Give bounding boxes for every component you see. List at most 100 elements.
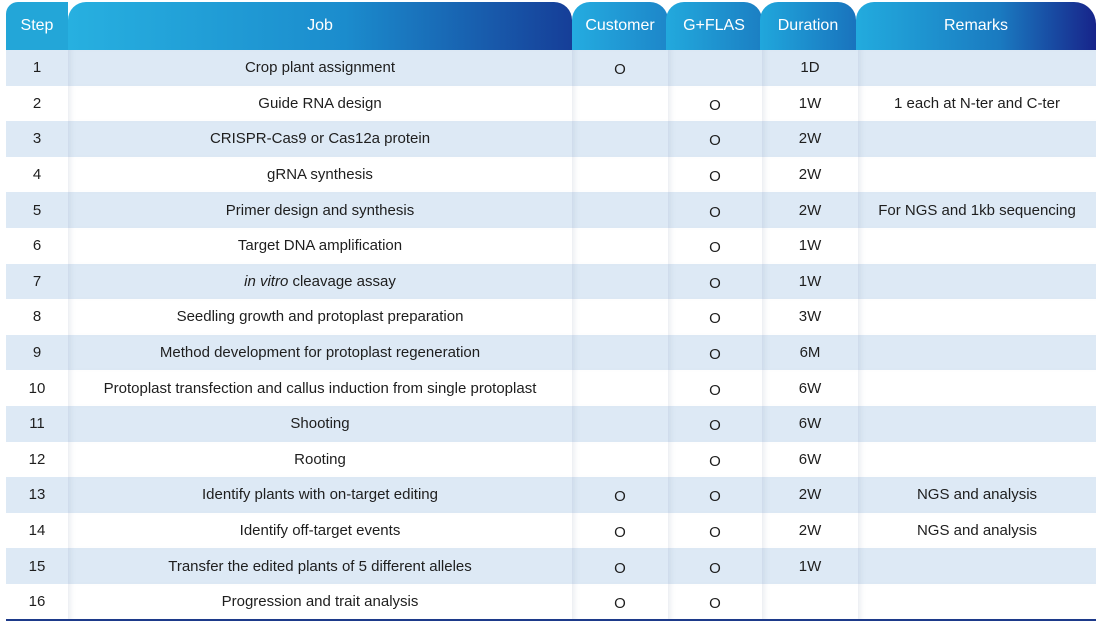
step-cell: 14 [28,522,46,540]
table-bottom-rule [6,619,1096,621]
remarks-cell: NGS and analysis [858,513,1096,549]
remarks-cell [858,548,1096,584]
duration-cell: 6W [762,442,858,478]
job-cell: Progression and trait analysis [68,584,572,620]
customer-cell [572,192,668,228]
table-row: 10 Protoplast transfection and callus ind… [6,370,1096,406]
customer-cell [572,442,668,478]
remarks-cell [858,157,1096,193]
table-row: 8 Seedling growth and protoplast preparat… [6,299,1096,335]
gflas-cell: O [668,513,762,549]
duration-cell: 1W [762,264,858,300]
customer-cell: O [572,584,668,620]
remarks-cell [858,442,1096,478]
workflow-table: Step Job Customer G+FLAS Duration Remark… [6,2,1096,620]
table-row: 16 Progression and trait analysis O O [6,583,1096,620]
job-cell: Rooting [68,442,572,478]
customer-cell [572,228,668,264]
header-customer: Customer [572,2,668,50]
table-row: 4 gRNA synthesis O 2W [6,156,1096,193]
step-cell: 12 [28,450,46,468]
customer-cell: O [572,50,668,86]
remarks-cell [858,228,1096,264]
table-header: Step Job Customer G+FLAS Duration Remark… [6,2,1096,50]
gflas-cell [668,50,762,86]
remarks-cell [858,50,1096,86]
duration-cell [762,584,858,620]
duration-cell: 2W [762,121,858,157]
table-row: 12 Rooting O 6W [6,441,1096,478]
job-cell: Identify off-target events [68,513,572,549]
gflas-cell: O [668,548,762,584]
table-row: 2 Guide RNA design O 1W 1 each at N-ter and … [6,85,1096,122]
remarks-cell [858,264,1096,300]
header-remarks: Remarks [856,2,1096,50]
duration-cell: 2W [762,192,858,228]
gflas-cell: O [668,584,762,620]
step-cell: 8 [32,308,42,326]
customer-cell: O [572,548,668,584]
step-cell: 5 [32,201,42,219]
step-cell: 1 [32,59,42,77]
header-gflas: G+FLAS [666,2,762,50]
customer-cell [572,86,668,122]
table-row: 9 Method development for protoplast regen… [6,334,1096,371]
step-cell: 7 [32,272,42,290]
job-cell: Guide RNA design [68,86,572,122]
customer-cell: O [572,513,668,549]
job-cell: Seedling growth and protoplast preparati… [68,299,572,335]
gflas-cell: O [668,121,762,157]
remarks-cell [858,370,1096,406]
customer-cell [572,406,668,442]
remarks-cell: For NGS and 1kb sequencing [858,192,1096,228]
header-duration: Duration [760,2,856,50]
job-cell: Protoplast transfection and callus induc… [68,370,572,406]
remarks-cell [858,335,1096,371]
gflas-cell: O [668,442,762,478]
customer-cell [572,264,668,300]
step-cell: 2 [32,94,42,112]
step-cell: 3 [32,130,42,148]
table-row: 11 Shooting O 6W [6,405,1096,442]
duration-cell: 2W [762,513,858,549]
job-cell: in vitro cleavage assay [68,264,572,300]
table-row: 13 Identify plants with on-target editing… [6,477,1096,513]
table-row: 3 CRISPR-Cas9 or Cas12a protein O 2W [6,121,1096,157]
job-cell: Transfer the edited plants of 5 differen… [68,548,572,584]
job-cell: gRNA synthesis [68,157,572,193]
table-row: 6 Target DNA amplification O 1W [6,227,1096,264]
job-cell: Target DNA amplification [68,228,572,264]
duration-cell: 1W [762,228,858,264]
gflas-cell: O [668,86,762,122]
job-cell: Crop plant assignment [68,50,572,86]
customer-cell [572,157,668,193]
customer-cell [572,335,668,371]
duration-cell: 6W [762,370,858,406]
table-row: 1 Crop plant assignment O 1D [6,50,1096,86]
step-cell: 13 [28,486,46,504]
job-italic-prefix: in vitro [244,272,289,290]
duration-cell: 2W [762,477,858,513]
job-cell: Shooting [68,406,572,442]
remarks-cell [858,584,1096,620]
remarks-cell: 1 each at N-ter and C-ter [858,86,1096,122]
step-cell: 11 [29,415,45,433]
step-cell: 9 [32,344,42,362]
gflas-cell: O [668,299,762,335]
step-cell: 15 [28,557,46,575]
table-row: 15 Transfer the edited plants of 5 differ… [6,548,1096,584]
duration-cell: 6M [762,335,858,371]
duration-cell: 3W [762,299,858,335]
gflas-cell: O [668,157,762,193]
duration-cell: 6W [762,406,858,442]
gflas-cell: O [668,370,762,406]
remarks-cell [858,406,1096,442]
table-row: 7 in vitro cleavage assay O 1W [6,263,1096,300]
duration-cell: 1W [762,548,858,584]
gflas-cell: O [668,264,762,300]
customer-cell: O [572,477,668,513]
job-cell: Identify plants with on-target editing [68,477,572,513]
header-step: Step [6,2,68,50]
customer-cell [572,299,668,335]
job-cell: Primer design and synthesis [68,192,572,228]
